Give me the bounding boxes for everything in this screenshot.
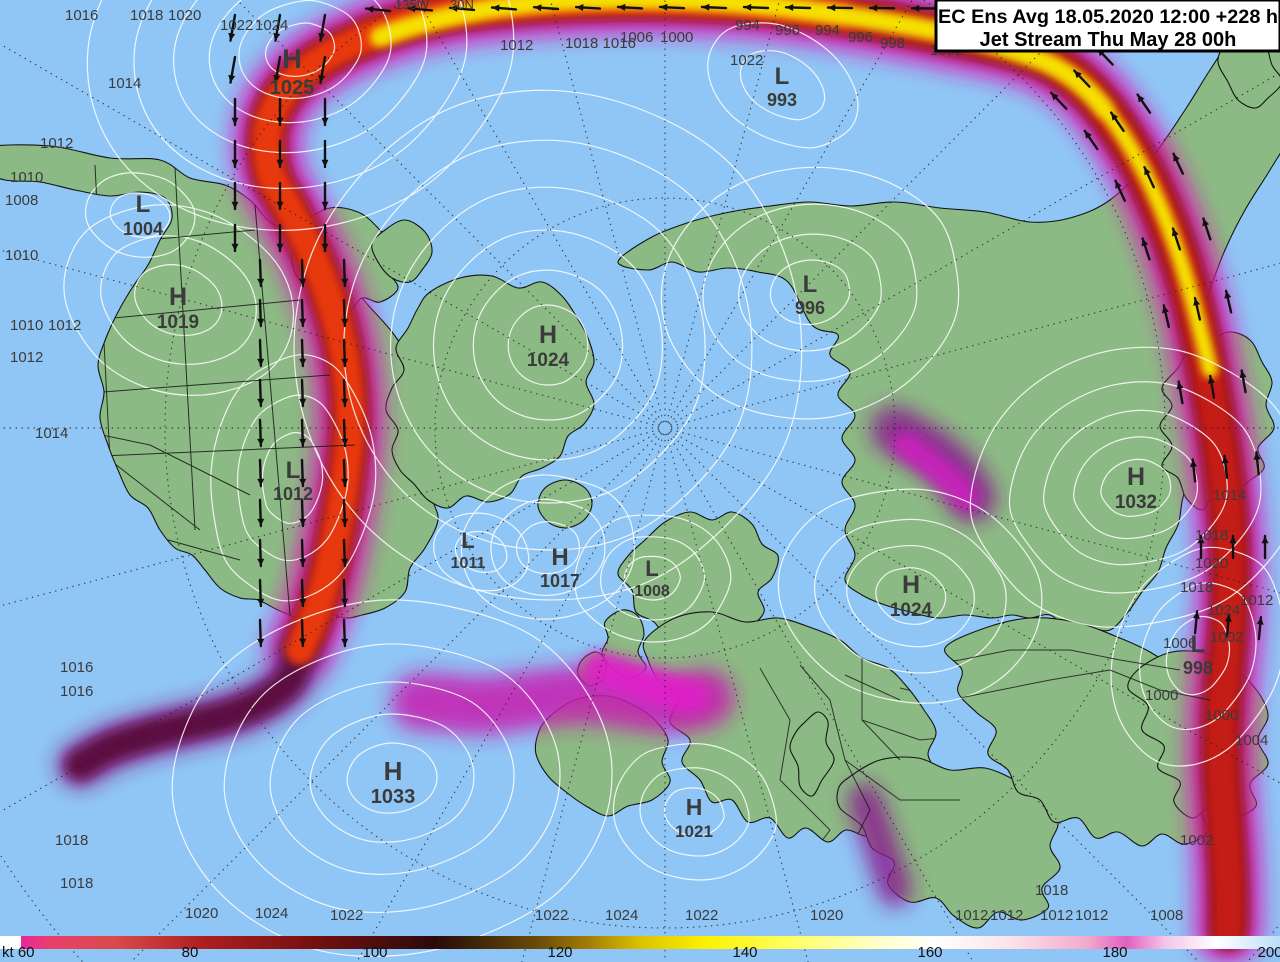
- svg-text:994: 994: [735, 17, 760, 34]
- svg-text:L: L: [803, 271, 818, 298]
- svg-text:H: H: [282, 44, 302, 74]
- svg-text:1018: 1018: [1195, 527, 1228, 544]
- svg-text:1012: 1012: [990, 907, 1023, 924]
- svg-text:135W: 135W: [395, 0, 430, 12]
- svg-text:1014: 1014: [35, 425, 68, 442]
- svg-text:1024: 1024: [527, 350, 570, 371]
- svg-text:1018: 1018: [55, 832, 88, 849]
- svg-text:1016: 1016: [65, 7, 98, 24]
- svg-text:1020: 1020: [810, 907, 843, 924]
- svg-text:H: H: [902, 571, 920, 599]
- svg-text:1012: 1012: [48, 317, 81, 334]
- svg-text:1022: 1022: [535, 907, 568, 924]
- svg-text:1024: 1024: [890, 600, 933, 621]
- svg-text:1000: 1000: [660, 29, 693, 46]
- svg-text:H: H: [384, 756, 403, 786]
- svg-text:1012: 1012: [500, 37, 533, 54]
- svg-text:1024: 1024: [605, 907, 638, 924]
- svg-text:120: 120: [547, 944, 572, 961]
- svg-text:1010: 1010: [5, 247, 38, 264]
- svg-text:L: L: [286, 457, 301, 484]
- svg-text:1018: 1018: [1180, 579, 1213, 596]
- svg-text:993: 993: [767, 90, 797, 110]
- svg-text:kt 60: kt 60: [2, 944, 35, 961]
- svg-text:994: 994: [815, 22, 840, 39]
- svg-text:1012: 1012: [40, 135, 73, 152]
- svg-text:996: 996: [775, 22, 800, 39]
- svg-text:1022: 1022: [330, 907, 363, 924]
- svg-text:1018: 1018: [130, 7, 163, 24]
- svg-text:H: H: [686, 794, 703, 820]
- svg-text:1018: 1018: [1035, 882, 1068, 899]
- svg-text:L: L: [1191, 631, 1206, 658]
- svg-text:1014: 1014: [108, 75, 141, 92]
- svg-text:1033: 1033: [371, 786, 416, 808]
- svg-text:1006: 1006: [620, 29, 653, 46]
- svg-text:H: H: [169, 283, 187, 311]
- svg-text:1002: 1002: [1210, 629, 1243, 646]
- svg-text:1016: 1016: [60, 659, 93, 676]
- svg-text:998: 998: [1183, 658, 1213, 678]
- svg-text:998: 998: [880, 35, 905, 52]
- svg-text:1012: 1012: [1040, 907, 1073, 924]
- svg-text:30N: 30N: [450, 0, 474, 12]
- svg-text:1012: 1012: [10, 349, 43, 366]
- svg-text:160: 160: [917, 944, 942, 961]
- svg-text:H: H: [539, 321, 557, 349]
- svg-text:EC Ens Avg 18.05.2020 12:00 +2: EC Ens Avg 18.05.2020 12:00 +228 h: [938, 6, 1278, 28]
- svg-text:1021: 1021: [675, 822, 713, 841]
- svg-text:1008: 1008: [1150, 907, 1183, 924]
- svg-text:100: 100: [362, 944, 387, 961]
- svg-text:1008: 1008: [634, 583, 670, 600]
- svg-text:1032: 1032: [1115, 492, 1157, 513]
- svg-text:1025: 1025: [270, 77, 315, 99]
- svg-text:1024: 1024: [1207, 602, 1240, 619]
- svg-text:1024: 1024: [255, 17, 288, 34]
- svg-text:1008: 1008: [5, 192, 38, 209]
- svg-text:1014: 1014: [1213, 487, 1246, 504]
- svg-text:H: H: [551, 544, 568, 571]
- svg-text:L: L: [775, 63, 790, 90]
- svg-text:200: 200: [1257, 944, 1280, 961]
- svg-text:1000: 1000: [1205, 707, 1238, 724]
- svg-text:1000: 1000: [1145, 687, 1178, 704]
- svg-text:1012: 1012: [1240, 592, 1273, 609]
- svg-text:1019: 1019: [157, 312, 199, 333]
- svg-text:996: 996: [848, 29, 873, 46]
- svg-text:1010: 1010: [10, 317, 43, 334]
- svg-text:1002: 1002: [1180, 832, 1213, 849]
- svg-text:80: 80: [182, 944, 199, 961]
- svg-text:1004: 1004: [123, 219, 163, 239]
- svg-text:Jet Stream Thu May 28 00h: Jet Stream Thu May 28 00h: [980, 29, 1237, 51]
- svg-text:1022: 1022: [220, 17, 253, 34]
- svg-text:H: H: [1127, 463, 1145, 491]
- svg-text:1004: 1004: [1235, 732, 1268, 749]
- svg-text:1024: 1024: [255, 905, 288, 922]
- svg-text:180: 180: [1102, 944, 1127, 961]
- svg-text:1012: 1012: [273, 484, 313, 504]
- svg-text:L: L: [136, 191, 151, 218]
- svg-text:996: 996: [795, 298, 825, 318]
- svg-text:1011: 1011: [451, 555, 486, 572]
- svg-text:1018: 1018: [60, 875, 93, 892]
- svg-text:1020: 1020: [1195, 555, 1228, 572]
- svg-text:1020: 1020: [185, 905, 218, 922]
- svg-text:140: 140: [732, 944, 757, 961]
- svg-text:1010: 1010: [10, 169, 43, 186]
- svg-text:L: L: [645, 556, 658, 581]
- svg-text:1022: 1022: [685, 907, 718, 924]
- svg-text:L: L: [461, 528, 474, 553]
- svg-text:1012: 1012: [1075, 907, 1108, 924]
- svg-text:1017: 1017: [540, 571, 580, 591]
- svg-text:1020: 1020: [168, 7, 201, 24]
- svg-text:1012: 1012: [955, 907, 988, 924]
- svg-text:1016: 1016: [60, 683, 93, 700]
- svg-text:1022: 1022: [730, 52, 763, 69]
